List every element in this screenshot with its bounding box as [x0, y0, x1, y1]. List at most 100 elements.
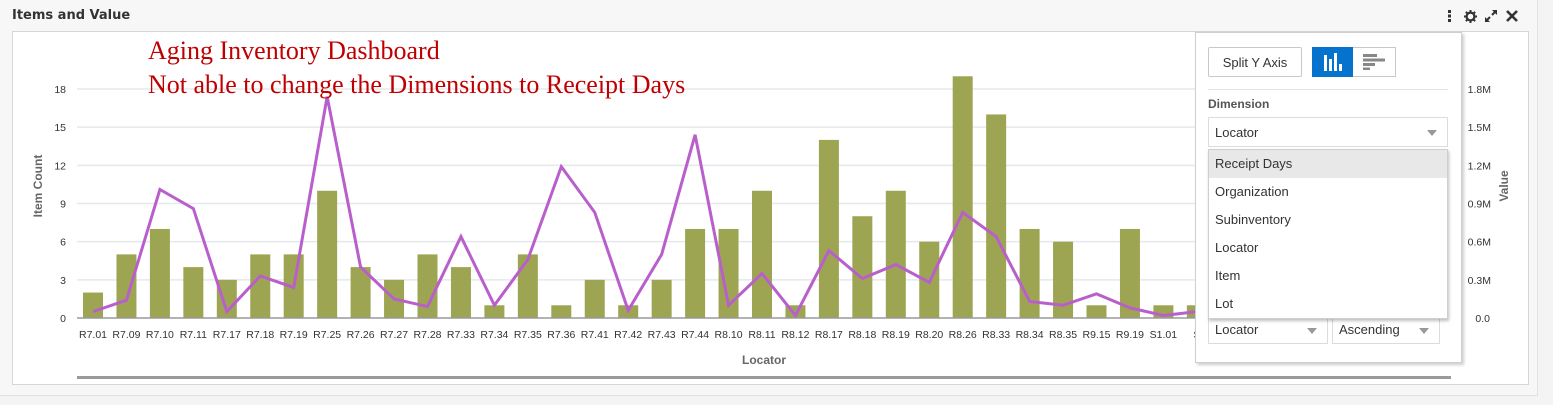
x-axis-tick: R7.09 — [112, 329, 140, 341]
x-axis-title: Locator — [742, 353, 786, 367]
x-axis-tick: R7.17 — [213, 329, 241, 341]
x-axis-tick: R7.01 — [79, 329, 107, 341]
dimension-option-locator[interactable]: Locator — [1215, 240, 1259, 255]
bar[interactable] — [484, 305, 505, 318]
bar[interactable] — [651, 279, 672, 318]
bar[interactable] — [818, 139, 839, 318]
bar[interactable] — [116, 254, 137, 318]
chevron-down-icon — [1427, 130, 1437, 136]
x-axis-tick: R7.41 — [581, 329, 609, 341]
bar[interactable] — [317, 190, 338, 318]
x-axis-tick: R8.18 — [848, 329, 876, 341]
dimension-label: Dimension — [1208, 97, 1270, 111]
gear-icon[interactable] — [1463, 9, 1477, 23]
dimension-option-receipt-days[interactable]: Receipt Days — [1209, 150, 1447, 178]
sort-by-select[interactable]: Locator — [1208, 315, 1328, 344]
bar[interactable] — [584, 279, 605, 318]
x-axis-tick: R8.12 — [781, 329, 809, 341]
bar[interactable] — [1119, 228, 1140, 318]
x-axis-tick: R8.20 — [915, 329, 943, 341]
x-axis-tick: R8.34 — [1016, 329, 1044, 341]
y2-axis-title: Value — [1497, 170, 1511, 202]
bar[interactable] — [149, 228, 170, 318]
y-axis-tick: 6 — [60, 237, 66, 249]
y-axis-title: Item Count — [31, 155, 45, 218]
x-axis-tick: R8.26 — [949, 329, 977, 341]
panel-title: Items and Value — [12, 8, 131, 23]
bar[interactable] — [852, 216, 873, 318]
y-axis-tick: 18 — [54, 84, 66, 96]
y2-axis-tick: 1.5M — [1468, 122, 1491, 134]
chevron-down-icon — [1307, 327, 1317, 334]
y2-axis-tick: 0.9M — [1468, 199, 1491, 211]
x-axis-tick: R7.25 — [313, 329, 341, 341]
x-axis-tick: R7.26 — [347, 329, 375, 341]
x-axis-tick: R7.10 — [146, 329, 174, 341]
x-axis-tick: R8.17 — [815, 329, 843, 341]
bar[interactable] — [417, 254, 438, 318]
close-icon[interactable] — [1505, 9, 1519, 23]
bar[interactable] — [1019, 228, 1040, 318]
sort-order-select[interactable]: Ascending — [1332, 315, 1440, 344]
x-axis-tick: R9.15 — [1082, 329, 1110, 341]
bar[interactable] — [1086, 305, 1107, 318]
bar[interactable] — [83, 292, 103, 318]
dimension-select-value: Locator — [1215, 124, 1259, 140]
chevron-down-icon — [1419, 327, 1429, 334]
x-axis-tick: R7.36 — [547, 329, 575, 341]
annotation-title: Aging Inventory Dashboard — [148, 36, 440, 65]
bar[interactable] — [718, 228, 739, 318]
horizontal-bar-chart-toggle[interactable] — [1353, 47, 1396, 77]
bar[interactable] — [752, 190, 772, 318]
x-axis-tick: R8.35 — [1049, 329, 1077, 341]
value-line-series[interactable] — [92, 96, 1198, 319]
y-axis-tick: 12 — [54, 160, 66, 172]
x-axis-tick: S1.01 — [1150, 329, 1178, 341]
bar-chart-toggle[interactable] — [1312, 47, 1353, 77]
bar-chart-icon — [1323, 53, 1342, 71]
y2-axis-tick: 1.2M — [1468, 160, 1491, 172]
more-icon[interactable] — [1442, 9, 1456, 23]
bar[interactable] — [517, 254, 538, 318]
y2-axis-tick: 0.3M — [1468, 275, 1491, 287]
y2-axis-tick: 0.6M — [1468, 237, 1491, 249]
bar[interactable] — [450, 267, 471, 318]
x-axis-tick: R7.44 — [681, 329, 709, 341]
x-axis-tick: R7.27 — [380, 329, 408, 341]
bar[interactable] — [1053, 241, 1074, 318]
x-axis-tick: R8.33 — [982, 329, 1010, 341]
x-axis-tick: R7.18 — [246, 329, 274, 341]
dimension-option-lot[interactable]: Lot — [1215, 296, 1234, 311]
horizontal-scrollbar[interactable] — [77, 376, 1451, 379]
y-axis-tick: 3 — [60, 275, 66, 287]
x-axis-tick: R9.19 — [1116, 329, 1144, 341]
expand-icon[interactable] — [1484, 9, 1498, 23]
divider — [1208, 89, 1448, 90]
x-axis-tick: R7.33 — [447, 329, 475, 341]
bar[interactable] — [250, 254, 271, 318]
dimension-dropdown-list: Receipt Days Organization Subinventory L… — [1208, 149, 1448, 319]
x-axis-tick: R7.42 — [614, 329, 642, 341]
y-axis-tick: 15 — [54, 122, 66, 134]
x-axis-tick: R7.34 — [480, 329, 508, 341]
x-axis-tick: R7.19 — [280, 329, 308, 341]
dimension-select[interactable]: Locator — [1208, 117, 1448, 147]
x-axis-tick: R7.43 — [648, 329, 676, 341]
bar[interactable] — [986, 114, 1007, 318]
split-y-axis-button[interactable]: Split Y Axis — [1208, 47, 1302, 77]
bar[interactable] — [952, 76, 973, 319]
x-axis-tick: R7.28 — [413, 329, 441, 341]
y2-axis-tick: 1.8M — [1468, 84, 1491, 96]
bar[interactable] — [885, 190, 906, 318]
x-axis-tick: R7.35 — [514, 329, 542, 341]
bar[interactable] — [551, 305, 572, 318]
dimension-option-organization[interactable]: Organization — [1215, 184, 1289, 199]
bar[interactable] — [183, 267, 204, 318]
bar[interactable] — [685, 228, 706, 318]
bar[interactable] — [350, 267, 371, 318]
dimension-option-subinventory[interactable]: Subinventory — [1215, 212, 1291, 227]
dimension-option-item[interactable]: Item — [1215, 268, 1241, 283]
x-axis-tick: R8.19 — [882, 329, 910, 341]
y-axis-tick: 0 — [60, 313, 66, 325]
horizontal-bar-chart-icon — [1363, 54, 1385, 70]
